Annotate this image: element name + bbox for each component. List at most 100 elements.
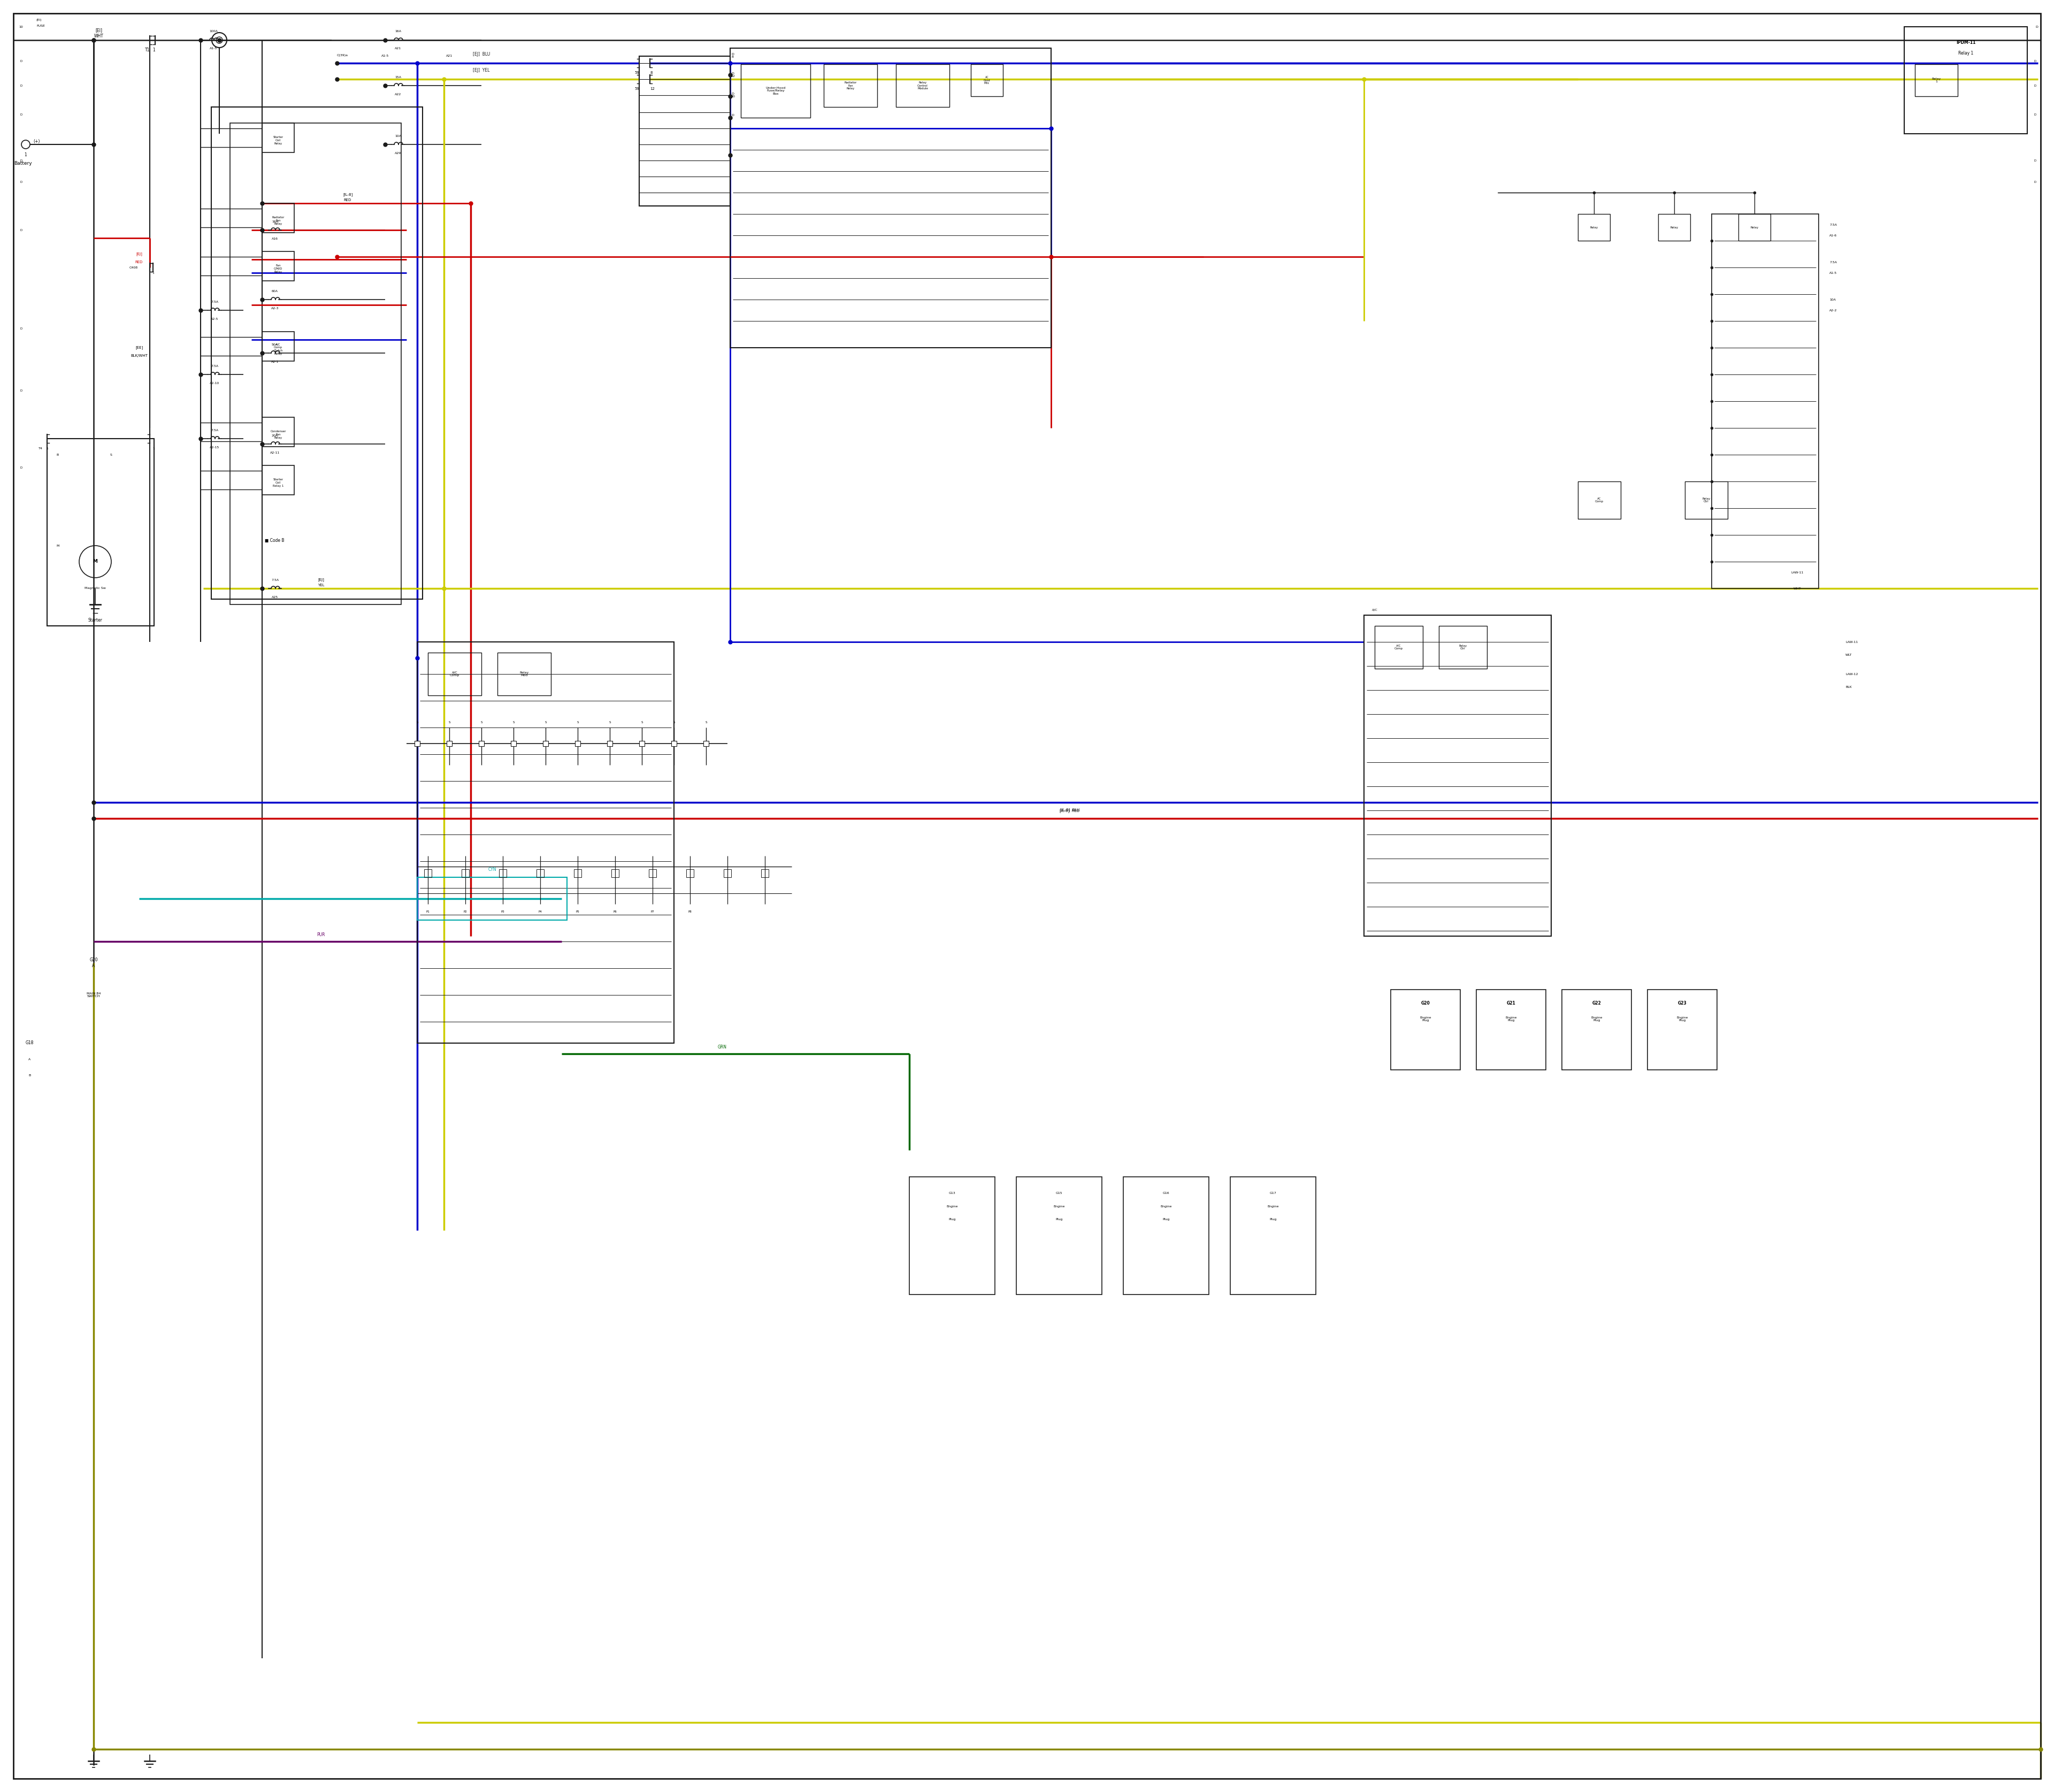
Text: 1: 1 (45, 446, 47, 450)
Bar (417, 642, 674, 1043)
Bar (1577, 482, 1621, 520)
Text: D: D (21, 181, 23, 183)
Text: Relay 1: Relay 1 (1957, 52, 1974, 56)
Text: FUSE: FUSE (37, 25, 45, 27)
Text: G13: G13 (949, 1192, 955, 1193)
Text: 7.5A: 7.5A (212, 428, 218, 432)
Text: [IL-8]  RED: [IL-8] RED (1060, 810, 1080, 814)
Text: Relay
Ctrl: Relay Ctrl (1458, 645, 1467, 650)
Text: D: D (21, 84, 23, 88)
Text: D: D (2033, 181, 2036, 183)
Bar (427, 652, 481, 695)
Text: A/C
Comp: A/C Comp (1395, 645, 1403, 650)
Text: (EI): (EI) (37, 20, 41, 22)
Text: D: D (21, 229, 23, 231)
Text: 12: 12 (649, 88, 655, 90)
Bar (1477, 989, 1547, 1070)
Text: Condenser
Fan
Relay: Condenser Fan Relay (271, 430, 286, 439)
Text: ■ Code B: ■ Code B (265, 538, 283, 543)
Text: Starter
Coil
Relay: Starter Coil Relay (273, 136, 283, 145)
Text: (+): (+) (33, 140, 39, 143)
Text: M: M (92, 559, 99, 564)
Text: Fan
C/M/D
Relay: Fan C/M/D Relay (273, 265, 283, 272)
Bar (263, 332, 294, 360)
Text: Relay: Relay (1670, 226, 1678, 229)
Bar (263, 466, 294, 495)
Text: D: D (2033, 84, 2036, 88)
Bar (1440, 625, 1487, 668)
Text: 1: 1 (152, 271, 154, 274)
Text: A2-11: A2-11 (269, 452, 279, 453)
Text: D
8: D 8 (731, 52, 733, 59)
Text: P2: P2 (464, 910, 466, 914)
Text: Relay
Mod: Relay Mod (520, 672, 528, 677)
Bar (1711, 213, 1818, 588)
Bar (1914, 65, 1957, 97)
Text: G21: G21 (1506, 1000, 1516, 1005)
Text: [EJ]: [EJ] (318, 579, 325, 582)
Text: 20A: 20A (271, 434, 277, 437)
Text: P3: P3 (501, 910, 505, 914)
Bar (1647, 989, 1717, 1070)
Text: WLT: WLT (1844, 654, 1853, 656)
Text: LAW-12: LAW-12 (1844, 672, 1859, 676)
Text: D: D (21, 466, 23, 470)
Text: 7.5A: 7.5A (1830, 262, 1836, 263)
Bar (230, 124, 401, 604)
Bar (47, 439, 154, 625)
Text: Relay
Control
Module: Relay Control Module (918, 81, 928, 90)
Text: P1: P1 (425, 910, 429, 914)
Bar (741, 65, 811, 118)
Text: A2-10: A2-10 (210, 382, 220, 383)
Bar (649, 869, 657, 878)
Text: 10A: 10A (1830, 297, 1836, 301)
Text: A21: A21 (446, 54, 452, 57)
Bar (1577, 213, 1610, 240)
Text: LAW-11: LAW-11 (1791, 572, 1803, 573)
Bar (1364, 615, 1551, 935)
Text: M: M (55, 545, 60, 547)
Bar (536, 869, 544, 878)
Text: Starter: Starter (88, 618, 103, 624)
Text: A1-5: A1-5 (1830, 271, 1836, 274)
Text: 60A: 60A (271, 290, 277, 292)
Text: Under-Hood
Fuse/Relay
Box: Under-Hood Fuse/Relay Box (766, 86, 785, 95)
Text: Relay
Ctrl: Relay Ctrl (1703, 496, 1711, 504)
Bar (1658, 213, 1690, 240)
Bar (479, 740, 485, 745)
Text: [EI]: [EI] (94, 29, 103, 32)
Text: A1-6: A1-6 (1830, 235, 1836, 237)
Text: [EJ]  YEL: [EJ] YEL (472, 68, 489, 73)
Text: Engine: Engine (1161, 1204, 1173, 1208)
Text: G20: G20 (1421, 1000, 1430, 1005)
Text: D: D (21, 389, 23, 392)
Bar (608, 740, 612, 745)
Text: 16A: 16A (394, 30, 401, 32)
Text: G23: G23 (1678, 1000, 1686, 1005)
Text: WHT: WHT (1793, 588, 1801, 590)
Text: T4: T4 (39, 446, 43, 450)
Text: A: A (29, 1057, 31, 1061)
Text: 1: 1 (25, 152, 27, 158)
Text: D: D (2036, 25, 2038, 29)
Bar (1017, 1177, 1101, 1294)
Text: 50A: 50A (271, 342, 277, 346)
Bar (263, 251, 294, 281)
Text: B: B (58, 453, 60, 455)
Text: 1: 1 (152, 446, 154, 450)
Bar (972, 65, 1002, 97)
Text: A/C
Comp
Clutch
Relay: A/C Comp Clutch Relay (273, 342, 283, 355)
Bar (1684, 482, 1727, 520)
Bar (1124, 1177, 1210, 1294)
Text: Relay: Relay (1750, 226, 1758, 229)
Text: AC
Comp: AC Comp (1596, 496, 1604, 504)
Bar (639, 56, 729, 206)
Text: P6: P6 (614, 910, 616, 914)
Text: C(39)a: C(39)a (337, 54, 347, 57)
Bar (723, 869, 731, 878)
Text: A1-5: A1-5 (382, 54, 388, 57)
Text: 7.5A: 7.5A (271, 579, 279, 581)
Text: P8: P8 (688, 910, 692, 914)
Text: IPDM-11: IPDM-11 (1955, 41, 1976, 45)
Text: A29: A29 (394, 152, 401, 154)
